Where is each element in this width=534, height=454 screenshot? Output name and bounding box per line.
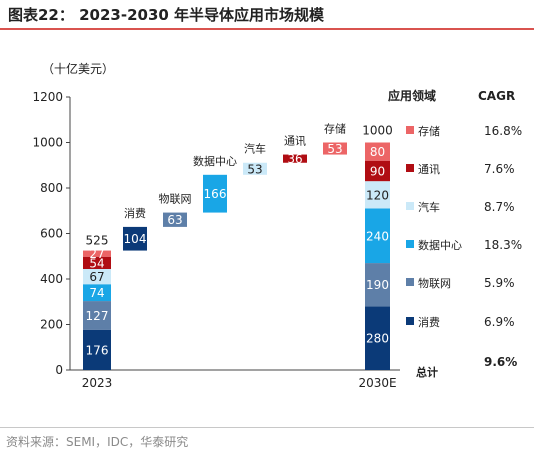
x-tick-label: 2030E <box>358 376 396 390</box>
increment-name-汽车: 汽车 <box>244 142 266 156</box>
bar-2030E-数据中心 <box>365 208 390 264</box>
data-label-2030E: 90 <box>370 164 385 178</box>
data-label-2023: 74 <box>89 286 104 300</box>
increment-name-通讯: 通讯 <box>284 135 306 148</box>
bar-2023-物联网 <box>83 301 111 330</box>
data-label-2030E: 120 <box>366 188 389 202</box>
bar-2030E-物联网 <box>365 263 390 307</box>
increment-label-消费: 104 <box>124 232 147 246</box>
increment-label-物联网: 63 <box>167 213 182 227</box>
data-label-2030E: 240 <box>366 229 389 243</box>
bar-2030E-存储 <box>365 142 390 161</box>
y-tick-label: 0 <box>55 363 63 377</box>
source-note: 资料来源：SEMI，IDC，华泰研究 <box>6 435 189 449</box>
legend-swatch-数据中心 <box>406 240 414 248</box>
legend-item-通讯: 通讯 <box>418 163 440 176</box>
chart-title: 图表22： 2023-2030 年半导体应用市场规模 <box>8 6 325 24</box>
bar-2023-汽车 <box>83 268 111 285</box>
total-row-label: 总计 <box>416 365 438 379</box>
legend-header: 应用领域 <box>388 88 436 103</box>
increment-bar-存储 <box>323 142 347 155</box>
increment-bar-汽车 <box>243 162 267 175</box>
increment-name-物联网: 物联网 <box>159 192 192 206</box>
increment-name-数据中心: 数据中心 <box>193 154 237 168</box>
y-tick-label: 400 <box>40 272 63 286</box>
data-label-2023: 54 <box>89 256 104 270</box>
increment-bar-通讯 <box>283 154 307 163</box>
bar-2030E-汽车 <box>365 181 390 209</box>
legend-swatch-物联网 <box>406 278 414 286</box>
total-label-2023: 525 <box>86 234 109 248</box>
increment-bar-数据中心 <box>203 174 227 213</box>
data-label-2023: 27 <box>89 247 104 261</box>
data-label-2023: 67 <box>89 270 104 284</box>
cagr-value-物联网: 5.9% <box>484 276 515 290</box>
legend-swatch-汽车 <box>406 202 414 210</box>
bar-2023-存储 <box>83 250 111 257</box>
legend-swatch-通讯 <box>406 164 414 172</box>
cagr-value-通讯: 7.6% <box>484 162 515 176</box>
y-tick-label: 600 <box>40 227 63 241</box>
y-tick-label: 800 <box>40 181 63 195</box>
bar-2023-数据中心 <box>83 284 111 302</box>
unit-label: （十亿美元） <box>42 62 115 76</box>
increment-name-消费: 消费 <box>124 206 146 220</box>
data-label-2030E: 80 <box>370 145 385 159</box>
bar-2030E-通讯 <box>365 160 390 182</box>
increment-label-存储: 53 <box>327 142 342 156</box>
legend-item-存储: 存储 <box>418 124 440 138</box>
legend-swatch-存储 <box>406 126 414 134</box>
bar-2030E-消费 <box>365 306 390 370</box>
bar-2023-消费 <box>83 329 111 370</box>
cagr-value-存储: 16.8% <box>484 124 522 138</box>
y-tick-label: 200 <box>40 318 63 332</box>
cagr-header: CAGR <box>478 89 515 103</box>
data-label-2030E: 190 <box>366 278 389 292</box>
legend-item-物联网: 物联网 <box>418 276 451 290</box>
data-label-2023: 127 <box>86 309 109 323</box>
cagr-value-汽车: 8.7% <box>484 200 515 214</box>
y-tick-label: 1200 <box>32 90 63 104</box>
total-label-2030E: 1000 <box>362 124 393 138</box>
bar-2023-通讯 <box>83 256 111 269</box>
legend-swatch-消费 <box>406 317 414 325</box>
legend-item-消费: 消费 <box>418 315 440 329</box>
total-cagr: 9.6% <box>484 355 517 369</box>
increment-label-通讯: 36 <box>287 152 302 166</box>
source-divider <box>0 427 534 428</box>
y-tick-label: 1000 <box>32 136 63 150</box>
increment-label-汽车: 53 <box>247 162 262 176</box>
increment-bar-消费 <box>123 226 147 251</box>
cagr-value-消费: 6.9% <box>484 315 515 329</box>
increment-name-存储: 存储 <box>324 122 346 136</box>
legend-item-数据中心: 数据中心 <box>418 238 462 252</box>
increment-bar-物联网 <box>163 212 187 227</box>
data-label-2030E: 280 <box>366 332 389 346</box>
increment-label-数据中心: 166 <box>204 187 227 201</box>
legend-item-汽车: 汽车 <box>418 200 440 214</box>
data-label-2023: 176 <box>86 343 109 357</box>
x-tick-label: 2023 <box>82 376 113 390</box>
cagr-value-数据中心: 18.3% <box>484 238 522 252</box>
title-bar: 图表22： 2023-2030 年半导体应用市场规模 <box>0 0 534 30</box>
